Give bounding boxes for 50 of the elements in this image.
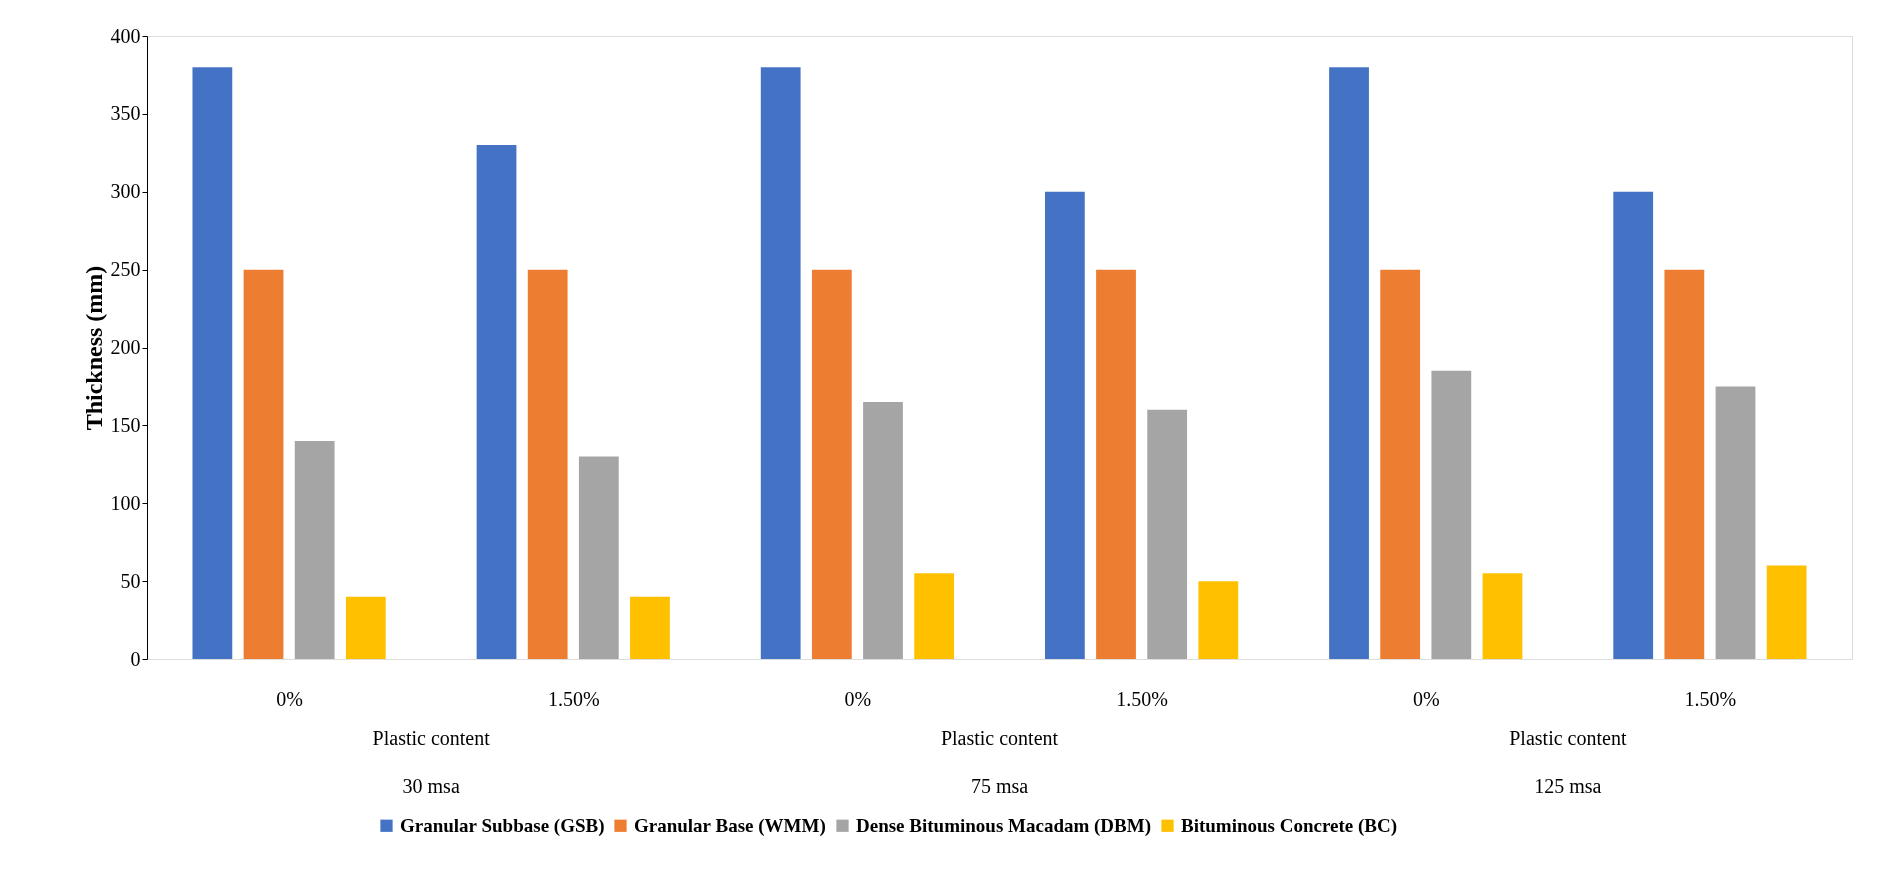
bar xyxy=(294,440,335,659)
bar xyxy=(1380,269,1421,659)
bar xyxy=(527,269,568,659)
bar xyxy=(1664,269,1705,659)
text: 75 msa xyxy=(970,775,1029,797)
bar xyxy=(1715,386,1756,659)
bar xyxy=(811,269,852,659)
text: 30 msa xyxy=(402,775,460,797)
x-tick-label: 1.50% xyxy=(1684,687,1737,710)
y-tick-label: 400 xyxy=(110,24,141,47)
bar xyxy=(192,67,233,659)
y-tick-label: 50 xyxy=(120,569,141,592)
y-tick-label: 300 xyxy=(110,180,141,203)
bar xyxy=(863,402,903,659)
bar xyxy=(914,573,955,659)
bar xyxy=(345,596,386,659)
text: 125 msa xyxy=(1534,775,1602,797)
bar xyxy=(1766,565,1807,659)
text: Plastic content xyxy=(1509,727,1627,749)
bar xyxy=(243,269,284,659)
x-tick-label: 1.50% xyxy=(1116,687,1168,710)
y-tick-label: 350 xyxy=(110,102,141,125)
bar xyxy=(760,67,801,659)
bar xyxy=(1096,269,1136,659)
x-tick-label: 0% xyxy=(844,687,872,710)
legend-label: Granular Subbase (GSB) xyxy=(400,814,605,837)
bar xyxy=(1329,67,1369,659)
bar xyxy=(630,596,670,659)
legend-label: Dense Bituminous Macadam (DBM) xyxy=(856,814,1152,837)
legend-label: Granular Base (WMM) xyxy=(634,814,826,837)
bar xyxy=(1198,581,1239,659)
text: Plastic content xyxy=(940,727,1059,749)
y-tick-label: 200 xyxy=(110,336,141,358)
text: Plastic content xyxy=(372,727,491,749)
x-tick-label: 0% xyxy=(1412,687,1440,710)
x-tick-label: 0% xyxy=(276,687,303,710)
x-tick-label: 1.50% xyxy=(547,687,600,710)
bar xyxy=(1482,573,1523,659)
bar xyxy=(1044,191,1085,659)
y-tick-label: 250 xyxy=(110,258,141,281)
bar xyxy=(1613,191,1654,659)
y-axis-title: Thickness (mm) xyxy=(80,265,107,431)
y-tick-label: 100 xyxy=(110,491,141,514)
bar xyxy=(1147,409,1188,659)
bar xyxy=(476,145,517,659)
legend-label: Bituminous Concrete (BC) xyxy=(1181,814,1398,837)
y-tick-label: 150 xyxy=(110,413,141,436)
bar xyxy=(1431,370,1472,659)
bar xyxy=(578,456,619,659)
y-tick-label: 0 xyxy=(130,647,141,670)
